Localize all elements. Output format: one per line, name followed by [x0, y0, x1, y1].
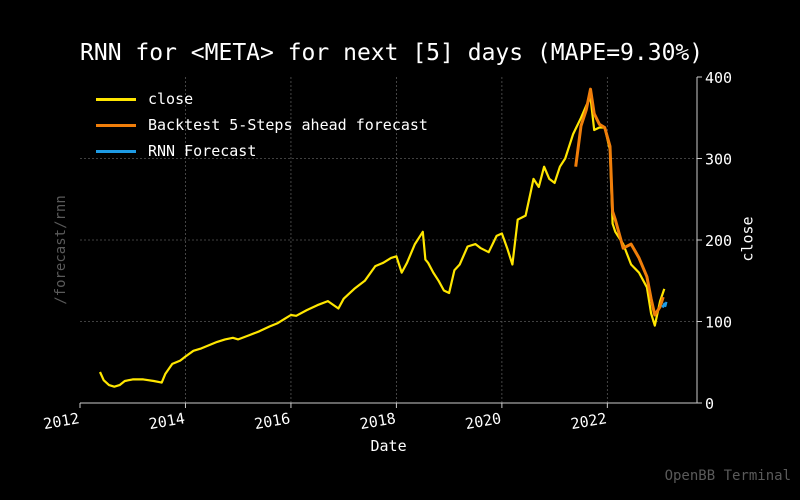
- y-tick-label: 300: [705, 151, 732, 169]
- x-tick-label: 2018: [358, 409, 397, 433]
- chart-title: RNN for <META> for next [5] days (MAPE=9…: [80, 40, 704, 66]
- y-tick-label: 200: [705, 232, 732, 250]
- legend-label-close: close: [148, 90, 194, 108]
- series-line-backtest: [574, 87, 665, 317]
- legend-item-backtest: Backtest 5-Steps ahead forecast: [87, 112, 428, 138]
- x-tick-label: 2014: [147, 409, 186, 433]
- y-tick-label: 400: [705, 69, 732, 87]
- axes: 0 100 200 300 400 2012 2014 2016 2018 2020 2022: [42, 69, 732, 433]
- series-layer: [98, 87, 668, 388]
- x-axis-label: Date: [370, 437, 407, 455]
- x-tick-label: 2020: [464, 409, 503, 433]
- openbb-watermark: OpenBB Terminal: [664, 468, 791, 484]
- legend-item-rnn-forecast: RNN Forecast: [87, 138, 428, 164]
- grid-lines: [80, 77, 697, 403]
- forecast-rnn-side-label: /forecast/rnn: [52, 195, 69, 305]
- x-tick-label: 2022: [569, 409, 608, 433]
- legend-label-rnn-forecast: RNN Forecast: [148, 142, 257, 160]
- chart-legend: close Backtest 5-Steps ahead forecast RN…: [87, 86, 428, 164]
- x-tick-label: 2012: [42, 409, 81, 433]
- x-tick-label: 2016: [253, 409, 292, 433]
- y-axis-label: close: [738, 216, 757, 262]
- legend-label-backtest: Backtest 5-Steps ahead forecast: [148, 116, 428, 134]
- y-tick-label: 100: [705, 314, 732, 332]
- legend-swatch-backtest: [96, 123, 136, 127]
- legend-swatch-rnn-forecast: [96, 149, 136, 153]
- y-tick-label: 0: [705, 395, 714, 413]
- legend-item-close: close: [87, 86, 428, 112]
- legend-swatch-close: [96, 97, 136, 101]
- series-line-rnn-forecast: [661, 301, 668, 308]
